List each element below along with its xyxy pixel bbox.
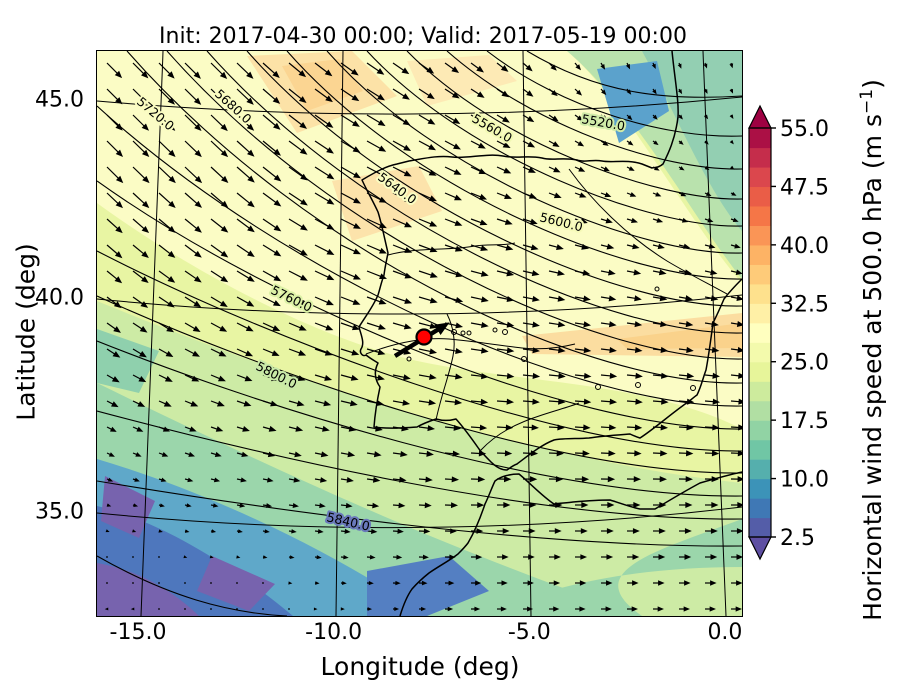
colorbar-segment (749, 420, 771, 441)
colorbar-segment (749, 342, 771, 363)
colorbar-segment (749, 478, 771, 499)
colorbar-segment (749, 459, 771, 480)
x-axis-label: Longitude (deg) (320, 652, 520, 681)
x-tick-label: -15.0 (109, 620, 167, 645)
colorbar-segment (749, 147, 771, 168)
colorbar-over-arrow (748, 104, 772, 129)
station-marker-dot (415, 328, 433, 346)
colorbar-segment (749, 205, 771, 226)
quiver-layer (104, 62, 742, 612)
colorbar-tick-label: 55.0 (780, 117, 829, 142)
colorbar-segment (749, 517, 771, 538)
colorbar-tick-label: 10.0 (780, 468, 829, 493)
x-tick-label: -5.0 (507, 620, 551, 645)
colorbar-segment (749, 166, 771, 188)
x-tick-label: 0.0 (707, 620, 743, 645)
colorbar-segment (749, 186, 771, 207)
colorbar-segment (749, 128, 771, 149)
lakes (406, 286, 696, 391)
colorbar-segment (749, 264, 771, 285)
colorbar-under-arrow (748, 536, 772, 561)
plot-title: Init: 2017-04-30 00:00; Valid: 2017-05-1… (159, 24, 687, 49)
colorbar-tick-label: 25.0 (780, 351, 829, 376)
colorbar-tick-label: 2.5 (780, 526, 815, 551)
colorbar-label: Horizontal wind speed at 500.0 hPa (m s−… (856, 79, 888, 621)
colorbar-segment (749, 283, 771, 304)
geopotential-contours (97, 51, 742, 616)
colorbar-segment (749, 361, 771, 382)
rivers (365, 168, 728, 451)
station-marker-group (393, 322, 450, 358)
colorbar-segment (749, 381, 771, 402)
colorbar-segment (749, 498, 771, 519)
map-plot-area: 5720.0 5680.0 5640.0 5560.0 5520.0 5600.0 5760… (96, 50, 743, 617)
graticule (97, 51, 742, 616)
y-tick-label: 45.0 (35, 87, 84, 113)
colorbar-label-superscript: −1 (856, 88, 877, 114)
coastline (358, 51, 742, 616)
y-tick-label: 35.0 (35, 499, 84, 525)
colorbar-segment (749, 322, 771, 343)
y-tick-label: 40.0 (35, 285, 84, 311)
colorbar-segment (749, 400, 771, 421)
x-tick-label: -10.0 (305, 620, 363, 645)
colorbar-segment (749, 244, 771, 265)
colorbar-segment (749, 225, 771, 246)
colorbar-tick-label: 40.0 (780, 234, 829, 259)
colorbar-segment (749, 303, 771, 324)
colorbar-tick-label: 32.5 (780, 292, 829, 317)
colorbar-segment (749, 439, 771, 460)
y-axis-label: Latitude (deg) (11, 243, 41, 421)
colorbar-tick-label: 47.5 (780, 175, 829, 200)
colorbar-tick-label: 17.5 (780, 409, 829, 434)
colorbar: 55.0 47.5 40.0 32.5 25.0 17.5 10.0 2.5 (747, 100, 897, 586)
